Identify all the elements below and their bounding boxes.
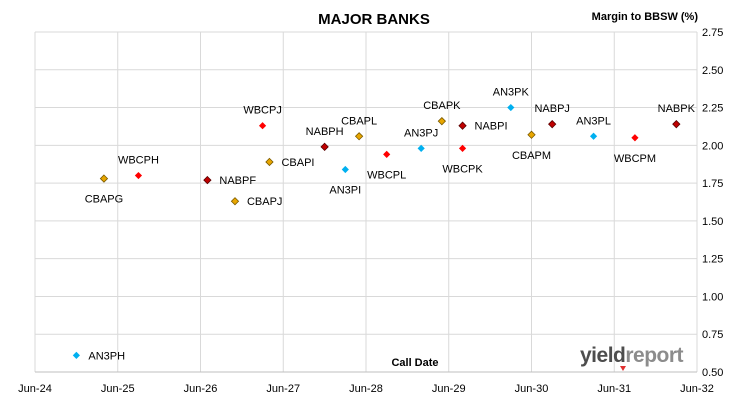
x-tick-label: Jun-28: [349, 383, 383, 395]
data-label-nabpk: NABPK: [658, 103, 696, 115]
data-label-wbcpl: WBCPL: [367, 169, 406, 181]
data-label-nabpf: NABPF: [219, 175, 256, 187]
x-tick-label: Jun-25: [101, 383, 135, 395]
data-label-an3pj: AN3PJ: [404, 127, 438, 139]
data-point-nabpk: [672, 120, 681, 129]
data-point-an3pk: [507, 103, 515, 112]
x-tick-label: Jun-30: [515, 383, 549, 395]
watermark-report: report: [625, 344, 683, 367]
data-point-an3pl: [589, 132, 598, 140]
data-label-cbapg: CBAPG: [85, 194, 124, 206]
y-tick-label: 1.50: [702, 216, 723, 228]
y-axis-label: Margin to BBSW (%): [592, 11, 699, 23]
data-point-wbcpm: [631, 134, 639, 142]
data-label-cbapi: CBAPI: [281, 157, 314, 169]
data-point-an3pj: [417, 144, 425, 152]
data-label-cbapj: CBAPJ: [247, 196, 282, 208]
x-tick-labels: Jun-24 Jun-25 Jun-26 Jun-27 Jun-28 Jun-29 Jun-…: [18, 383, 714, 395]
data-point-wbcph: [134, 171, 143, 180]
watermark-triangle-icon: [620, 366, 626, 371]
x-tick-label: Jun-29: [432, 383, 466, 395]
x-tick-label: Jun-32: [680, 383, 714, 395]
data-point-cbapg: [99, 174, 109, 183]
data-point-nabpi: [458, 121, 467, 130]
y-tick-labels: 0.50 0.75 1.00 1.25 1.50 1.75 2.00 2.25 2.50 2.75: [702, 27, 723, 379]
data-point-cbapm: [527, 130, 536, 139]
x-tick-label: Jun-24: [18, 383, 52, 395]
data-label-an3ph: AN3PH: [88, 350, 125, 362]
watermark-text: yieldreport: [580, 344, 684, 367]
data-label-nabpi: NABPI: [475, 121, 508, 133]
data-point-wbcpk: [458, 144, 467, 152]
data-point-wbcpj: [258, 122, 267, 130]
data-point-cbapk: [437, 116, 447, 126]
y-tick-label: 0.50: [702, 367, 723, 379]
data-label-cbapl: CBAPL: [341, 115, 377, 127]
data-point-an3pi: [341, 165, 349, 174]
data-point-cbapi: [265, 157, 274, 167]
x-tick-label: Jun-27: [266, 383, 300, 395]
y-tick-label: 1.25: [702, 254, 723, 266]
data-label-an3pl: AN3PL: [576, 115, 611, 127]
data-label-wbcph: WBCPH: [118, 155, 159, 167]
data-point-nabpf: [203, 175, 212, 185]
data-label-an3pk: AN3PK: [493, 87, 530, 99]
data-point-cbapj: [230, 197, 240, 206]
y-tick-label: 2.75: [702, 27, 723, 39]
chart-title: MAJOR BANKS: [318, 11, 430, 28]
y-tick-label: 2.25: [702, 103, 723, 115]
y-tick-label: 2.00: [702, 140, 723, 152]
data-point-cbapl: [354, 132, 364, 141]
data-points: [72, 103, 681, 359]
data-label-cbapm: CBAPM: [512, 150, 551, 162]
x-tick-label: Jun-26: [184, 383, 218, 395]
data-label-nabph: NABPH: [306, 126, 344, 138]
data-label-wbcpj: WBCPJ: [243, 105, 282, 117]
data-labels: CBAPG WBCPH NABPF CBAPJ WBCPJ CBAPI NABPH AN3PI…: [85, 87, 696, 363]
data-point-nabph: [320, 142, 329, 152]
data-label-wbcpk: WBCPK: [442, 163, 483, 175]
y-tick-label: 2.50: [702, 65, 723, 77]
y-tick-label: 0.75: [702, 329, 723, 341]
y-tick-label: 1.00: [702, 291, 723, 303]
watermark-yield: yield: [580, 344, 625, 367]
data-point-an3ph: [72, 351, 80, 359]
y-tick-label: 1.75: [702, 178, 723, 190]
data-label-cbapk: CBAPK: [423, 100, 461, 112]
x-axis-label: Call Date: [391, 357, 438, 369]
data-point-nabpj: [548, 120, 557, 129]
grid-lines: [34, 31, 698, 373]
x-tick-label: Jun-31: [597, 383, 631, 395]
data-label-an3pi: AN3PI: [329, 185, 361, 197]
data-label-nabpj: NABPJ: [534, 103, 569, 115]
data-point-wbcpl: [383, 150, 391, 158]
yieldreport-watermark: yieldreport: [580, 344, 684, 371]
data-label-wbcpm: WBCPM: [614, 153, 656, 165]
